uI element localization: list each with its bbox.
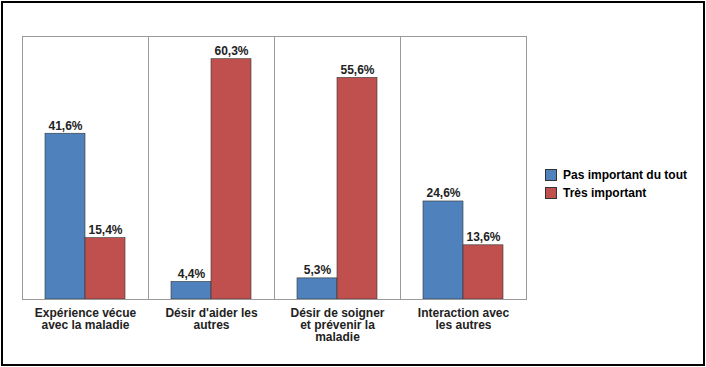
svg-text:13,6%: 13,6%	[466, 230, 500, 244]
svg-text:Désir d'aider lesautres: Désir d'aider lesautres	[165, 306, 258, 332]
svg-text:24,6%: 24,6%	[426, 186, 460, 200]
svg-text:55,6%: 55,6%	[340, 63, 374, 77]
svg-text:41,6%: 41,6%	[48, 119, 82, 133]
svg-text:15,4%: 15,4%	[88, 223, 122, 237]
svg-text:Interaction avecles autres: Interaction avecles autres	[418, 306, 510, 332]
svg-text:60,3%: 60,3%	[214, 44, 248, 58]
svg-text:4,4%: 4,4%	[178, 267, 206, 281]
svg-text:Désir de soigneret prévenir la: Désir de soigneret prévenir lamaladie	[290, 306, 384, 344]
svg-text:Expérience vécueavec la maladi: Expérience vécueavec la maladie	[35, 306, 137, 332]
html-text:Pas important du tout: Pas important du tout	[563, 167, 687, 182]
svg-text:5,3%: 5,3%	[304, 263, 332, 277]
html-text:Très important: Très important	[563, 185, 647, 200]
